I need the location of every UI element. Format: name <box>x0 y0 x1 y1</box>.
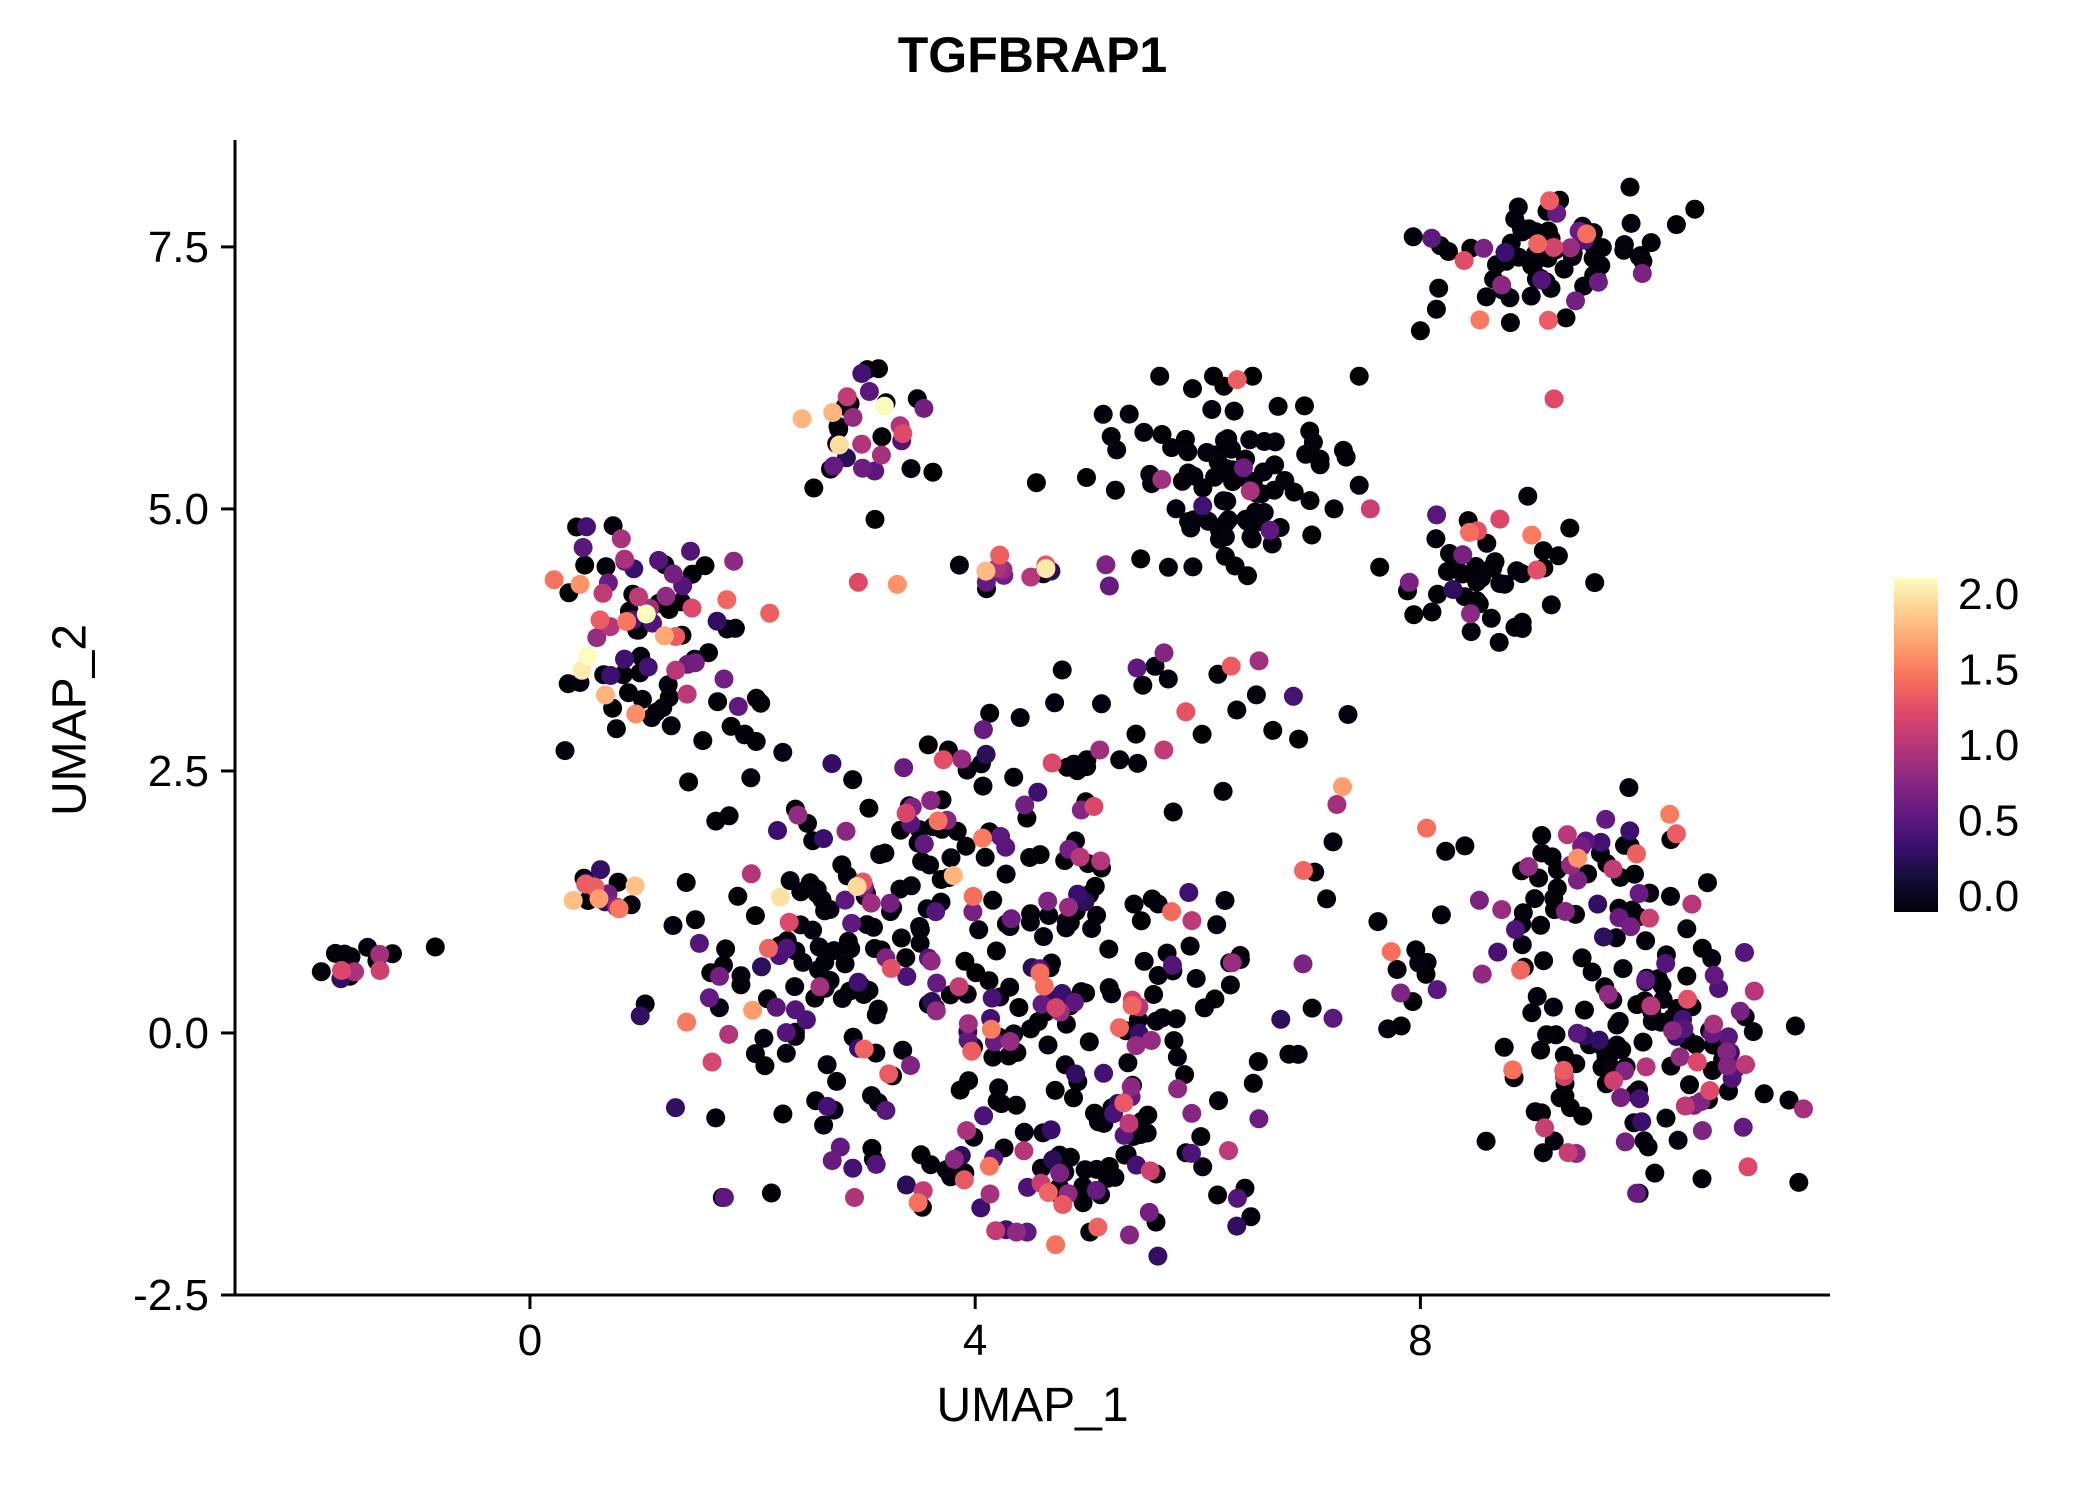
x-tick-label: 4 <box>963 1316 987 1365</box>
y-tick-label: 7.5 <box>148 223 209 272</box>
y-tick-label: 5.0 <box>148 485 209 534</box>
legend-tick-label: 1.5 <box>1958 646 2019 695</box>
x-axis-label: UMAP_1 <box>936 1379 1129 1432</box>
legend-tick-label: 2.0 <box>1958 570 2019 619</box>
points-layer <box>311 177 1813 1266</box>
x-tick-label: 0 <box>518 1316 542 1365</box>
axes: 0 4 8 -2.5 0.0 2.5 5.0 7.5 <box>133 140 1830 1365</box>
plot-title: TGFBRAP1 <box>897 27 1168 83</box>
y-tick-label: 2.5 <box>148 747 209 796</box>
legend-tick-label: 0.0 <box>1958 872 2019 921</box>
y-axis-label: UMAP_2 <box>43 623 97 817</box>
legend-tick-label: 0.5 <box>1958 797 2019 846</box>
legend-tick-label: 1.0 <box>1958 721 2019 770</box>
x-tick-label: 8 <box>1408 1316 1432 1365</box>
y-tick-label: 0.0 <box>148 1009 209 1058</box>
colorbar <box>1894 578 1938 912</box>
y-tick-label: -2.5 <box>133 1271 209 1320</box>
colorbar-legend: 0.0 0.5 1.0 1.5 2.0 <box>1894 570 2019 921</box>
